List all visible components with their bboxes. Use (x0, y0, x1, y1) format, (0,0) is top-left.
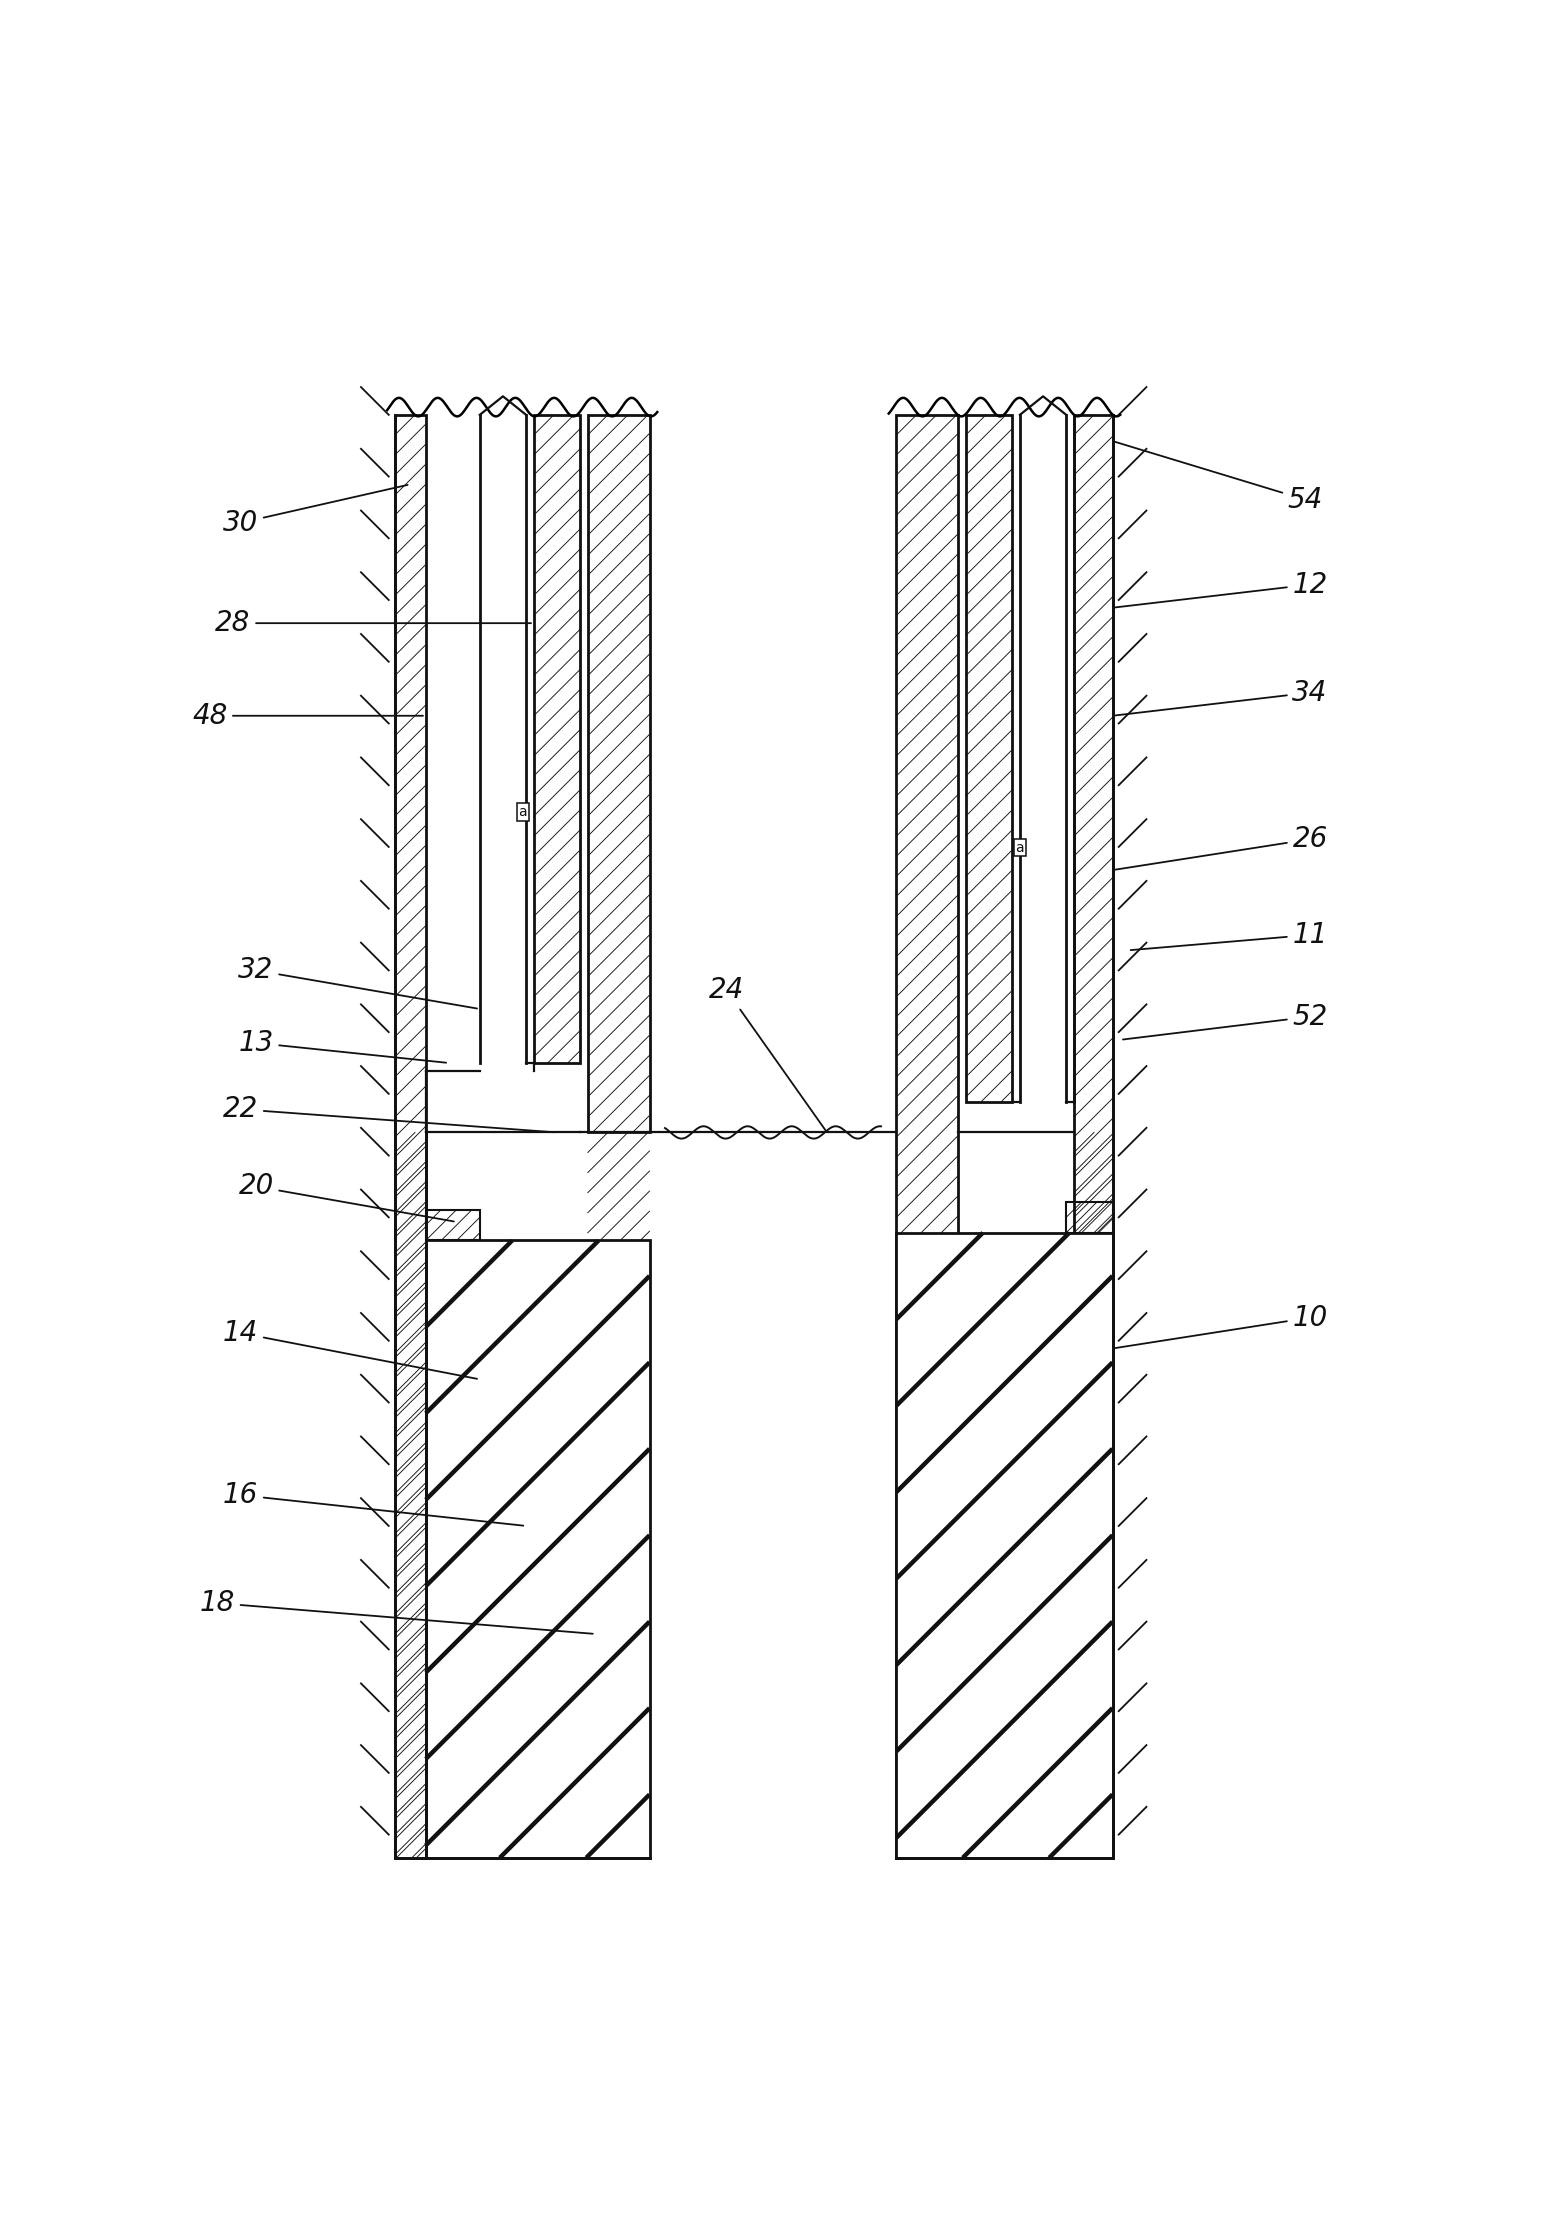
Text: 28: 28 (215, 610, 530, 637)
Text: 18: 18 (199, 1588, 592, 1633)
Bar (966, 416, 1013, 1101)
Bar (1074, 416, 1113, 1859)
Text: 12: 12 (1115, 570, 1328, 608)
Bar (533, 416, 580, 1063)
Text: 22: 22 (223, 1095, 553, 1133)
Text: a: a (1016, 840, 1023, 856)
Text: 13: 13 (238, 1030, 447, 1063)
Bar (897, 416, 959, 1859)
Text: 48: 48 (192, 701, 424, 731)
Bar (425, 1209, 479, 1240)
Text: 32: 32 (238, 956, 478, 1008)
Bar (587, 416, 649, 1133)
Bar (897, 1233, 1113, 1859)
Text: 54: 54 (1115, 442, 1323, 514)
Text: 10: 10 (1115, 1305, 1328, 1347)
Text: 16: 16 (223, 1481, 524, 1526)
Bar (1067, 1202, 1113, 1233)
Text: 20: 20 (238, 1173, 455, 1222)
Bar (394, 416, 425, 1859)
Text: 24: 24 (710, 976, 826, 1130)
Text: 14: 14 (223, 1318, 478, 1378)
Bar (425, 1240, 649, 1859)
Text: 11: 11 (1130, 920, 1328, 949)
Text: a: a (518, 804, 527, 820)
Text: 34: 34 (1115, 679, 1328, 715)
Text: 52: 52 (1122, 1003, 1328, 1039)
Text: 30: 30 (223, 485, 408, 536)
Text: 26: 26 (1115, 824, 1328, 869)
